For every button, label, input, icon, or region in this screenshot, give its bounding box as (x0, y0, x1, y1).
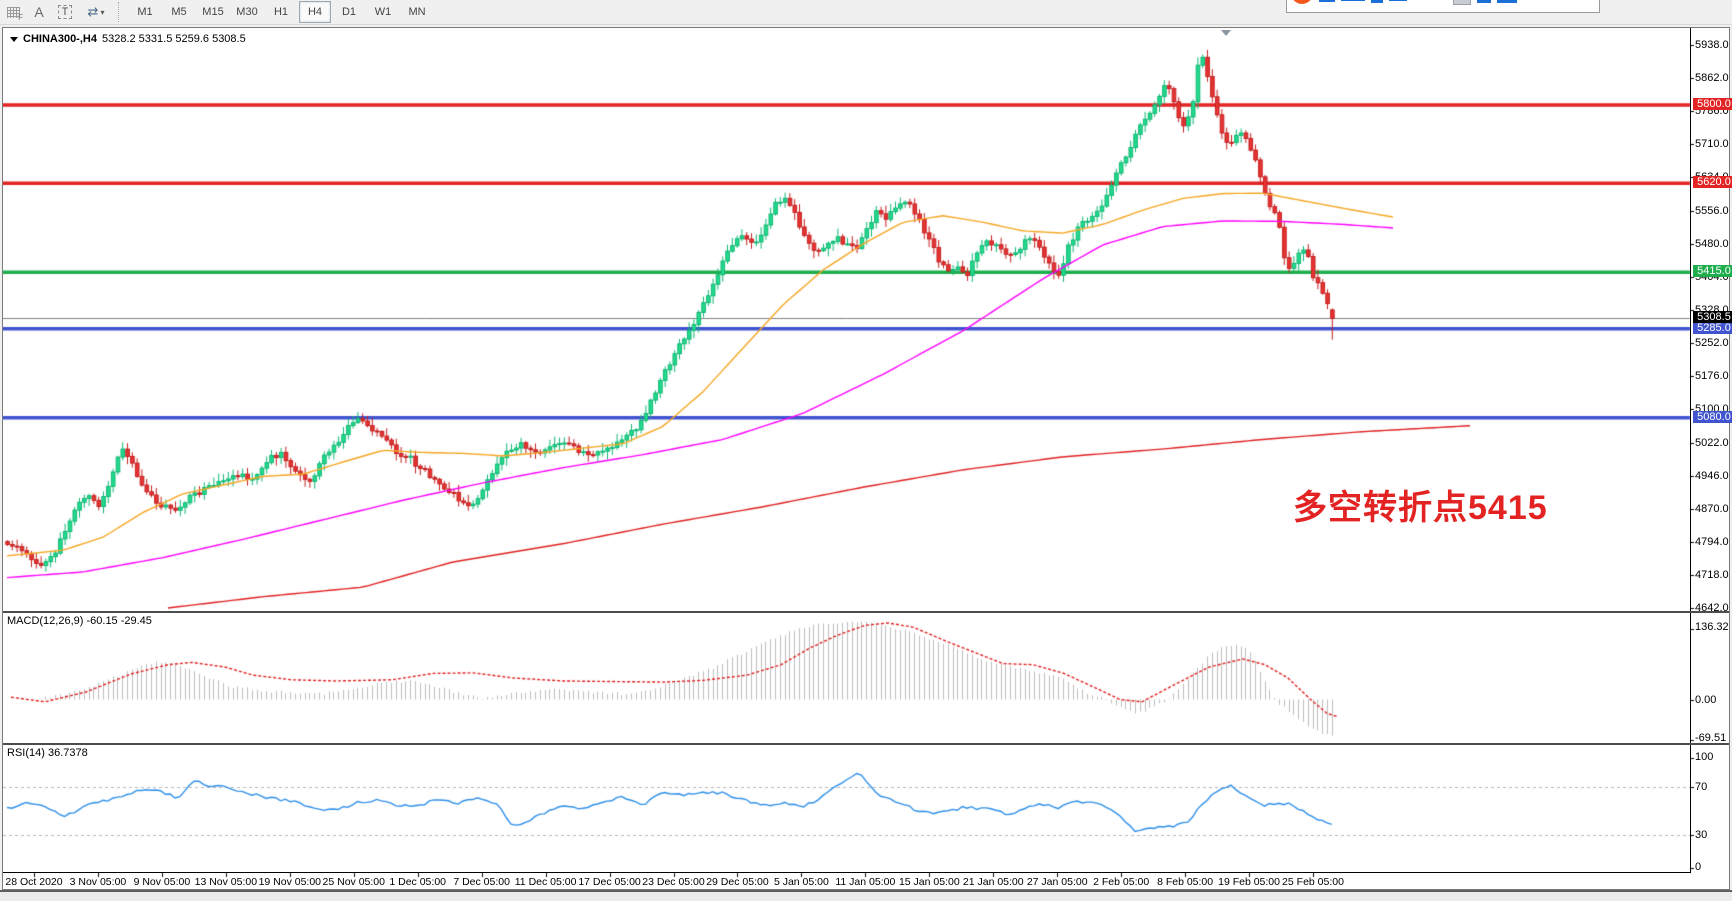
macd-indicator-label: MACD(12,26,9) -60.15 -29.45 (7, 615, 152, 627)
collapse-triangle-icon[interactable] (10, 36, 18, 42)
timeframe-button-h1[interactable]: H1 (273, 6, 289, 18)
timeframe-button-w1[interactable]: W1 (374, 6, 392, 18)
date-tick-label: 2 Feb 05:00 (1093, 876, 1150, 888)
top-toolbar: F A T ⇄ ▾ M1 M5 M15 M30 H1 H4 D1 W1 MN (0, 0, 1732, 25)
price-tick-label: 5022.0 (1695, 436, 1729, 449)
timeframe-button-h4[interactable]: H4 (299, 1, 331, 23)
date-tick-label: 19 Feb 05:00 (1218, 876, 1280, 888)
next-window-edge[interactable] (0, 890, 1732, 901)
rsi-scale-70: 70 (1695, 781, 1708, 794)
timeframe-button-m1[interactable]: M1 (137, 6, 153, 18)
logo-blue-bar (1319, 0, 1335, 2)
date-tick-label: 29 Dec 05:00 (706, 876, 769, 888)
rsi-scale-100: 100 (1695, 751, 1714, 763)
timeframe-button-d1[interactable]: D1 (341, 6, 357, 18)
level-price-badge: 5285.0 (1693, 321, 1732, 334)
logo-blue-bar (1389, 0, 1407, 1)
timeframe-button-group: M1 M5 M15 M30 H1 H4 D1 W1 MN (128, 1, 434, 23)
date-tick-label: 9 Nov 05:00 (133, 876, 191, 888)
price-tick-label: 4946.0 (1695, 469, 1729, 482)
logo-orange-blob (1291, 0, 1313, 4)
broker-logo (1286, 0, 1600, 13)
price-tick-label: 4794.0 (1695, 535, 1729, 548)
date-tick-label: 13 Nov 05:00 (194, 876, 258, 888)
window-menu-caret-icon[interactable] (1221, 30, 1231, 36)
date-tick-label: 11 Jan 05:00 (835, 876, 896, 888)
arrows-icon: ⇄ (87, 4, 99, 19)
price-tick-label: 4642.0 (1695, 601, 1729, 614)
price-tick-label: 4870.0 (1695, 502, 1729, 515)
timeframe-button-m5[interactable]: M5 (171, 6, 187, 18)
date-tick-label: 8 Feb 05:00 (1157, 876, 1214, 888)
macd-scale-zero: 0.00 (1695, 693, 1717, 706)
date-tick-label: 15 Jan 05:00 (898, 876, 960, 888)
symbol-period-label: CHINA300-,H4 (23, 33, 97, 45)
ohlc-values: 5328.2 5331.5 5259.6 5308.5 (101, 33, 246, 45)
cursor-mode-icon[interactable]: ⇄ ▾ (79, 2, 113, 22)
level-price-badge: 5080.0 (1693, 410, 1732, 423)
date-tick-label: 21 Jan 05:00 (962, 876, 1024, 888)
price-tick-label: 5556.0 (1695, 204, 1729, 217)
timeframe-button-mn[interactable]: MN (408, 6, 426, 18)
chart-title: CHINA300-,H4 5328.2 5331.5 5259.6 5308.5 (10, 33, 246, 45)
chart-annotation-text: 多空转折点5415 (1293, 489, 1548, 527)
price-tick-label: 5252.0 (1695, 337, 1729, 349)
date-tick-label: 5 Jan 05:00 (773, 876, 829, 888)
text-label-icon[interactable]: A (34, 4, 44, 20)
timeframe-button-m15[interactable]: M15 (202, 6, 224, 18)
price-tick-label: 5862.0 (1695, 72, 1729, 84)
macd-scale-max: 136.32 (1695, 620, 1729, 633)
macd-scale-min: -69.51 (1695, 731, 1727, 744)
rsi-scale-30: 30 (1695, 828, 1708, 841)
level-price-badge: 5415.0 (1693, 265, 1732, 278)
logo-blue-box (1477, 0, 1491, 3)
chevron-down-icon[interactable]: ▾ (100, 7, 105, 17)
rsi-scale-0: 0 (1695, 861, 1702, 874)
price-tick-label: 5710.0 (1695, 138, 1729, 151)
toolbar-separator (118, 2, 124, 22)
logo-blue-bar (1371, 0, 1383, 3)
date-tick-label: 28 Oct 2020 (5, 876, 63, 888)
price-tick-label: 5176.0 (1695, 370, 1729, 383)
level-price-badge: 5620.0 (1693, 176, 1732, 189)
time-axis-line (3, 872, 1691, 873)
grid-f-sub: F (18, 13, 23, 22)
date-tick-label: 25 Nov 05:00 (322, 876, 385, 888)
logo-gray-box (1453, 0, 1471, 5)
date-tick-label: 11 Dec 05:00 (514, 876, 577, 888)
date-tick-label: 17 Dec 05:00 (578, 876, 641, 888)
rsi-pane-divider[interactable] (3, 743, 1729, 745)
level-price-badge: 5800.0 (1693, 97, 1732, 110)
chart-window: CHINA300-,H4 5328.2 5331.5 5259.6 5308.5… (2, 27, 1732, 890)
price-tick-label: 4718.0 (1695, 568, 1729, 581)
indicator-list-icon[interactable]: F (1, 2, 25, 22)
date-tick-label: 25 Feb 05:00 (1282, 876, 1344, 888)
date-tick-label: 7 Dec 05:00 (453, 876, 510, 888)
text-box-icon[interactable]: T (53, 2, 77, 22)
price-tick-label: 5480.0 (1695, 237, 1729, 250)
date-tick-label: 23 Dec 05:00 (642, 876, 705, 888)
date-tick-label: 27 Jan 05:00 (1026, 876, 1088, 888)
price-axis-line (1690, 28, 1691, 873)
logo-blue-bar (1341, 0, 1365, 1)
logo-blue-box (1497, 0, 1517, 3)
date-tick-label: 19 Nov 05:00 (258, 876, 322, 888)
date-tick-label: 3 Nov 05:00 (69, 876, 127, 888)
timeframe-button-m30[interactable]: M30 (236, 6, 258, 18)
grid-dots-icon (6, 6, 20, 18)
candlestick-chart-canvas[interactable] (3, 28, 1729, 889)
macd-pane-divider[interactable] (3, 611, 1729, 613)
bid-price-badge: 5308.5 (1693, 311, 1732, 324)
date-tick-label: 1 Dec 05:00 (389, 876, 446, 888)
price-tick-label: 5938.0 (1695, 39, 1729, 51)
rsi-indicator-label: RSI(14) 36.7378 (7, 747, 88, 759)
